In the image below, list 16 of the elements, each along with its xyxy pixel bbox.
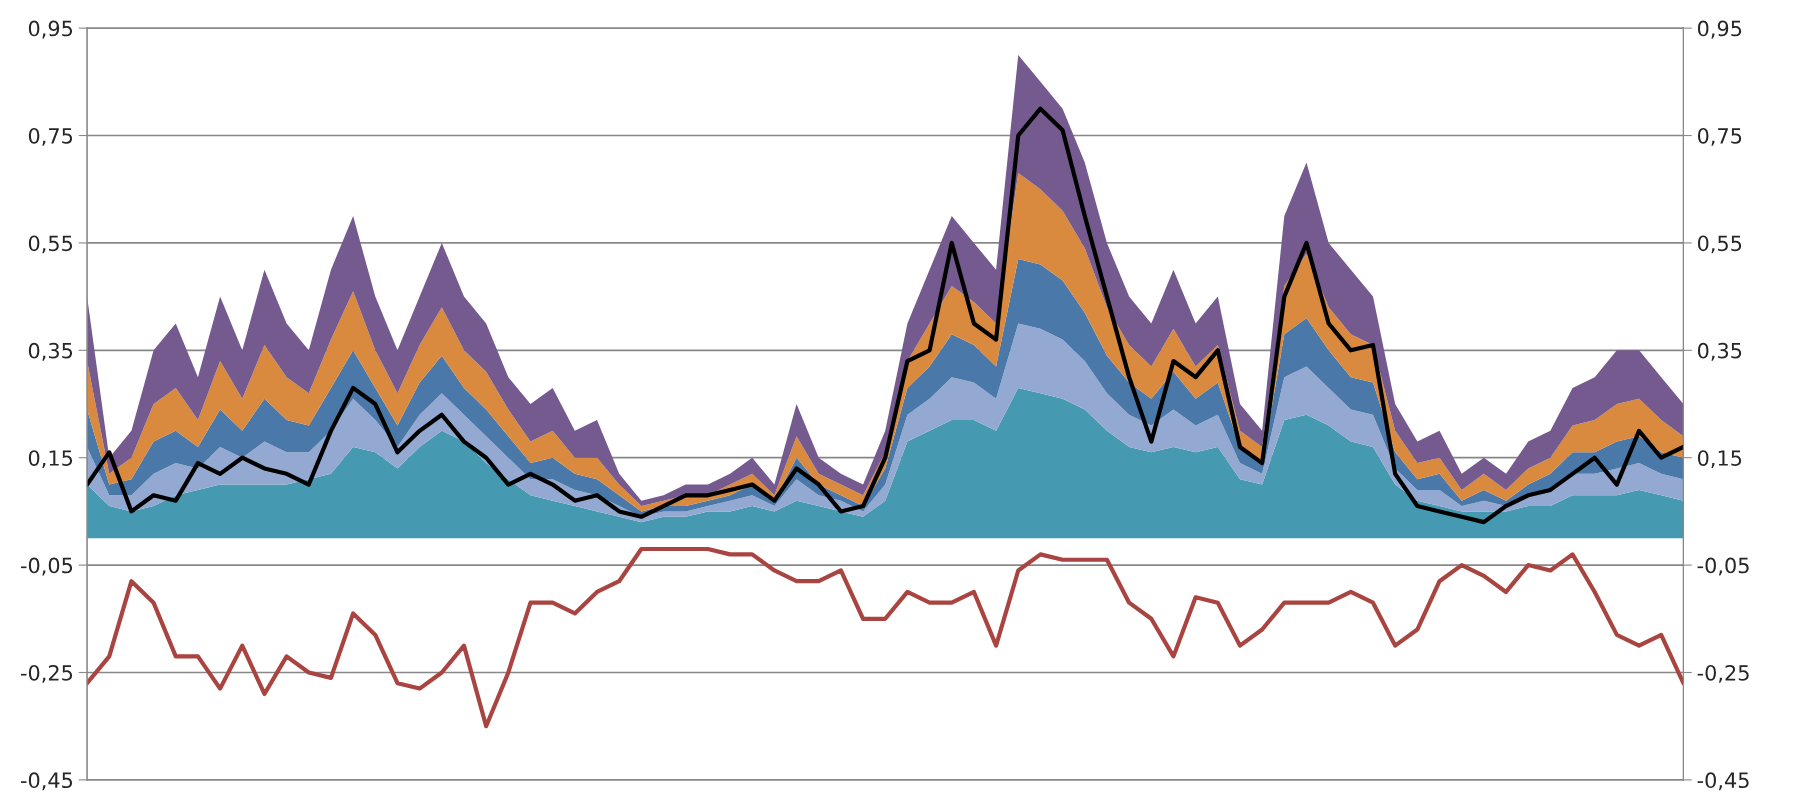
y-tick-label: -0,45 bbox=[20, 772, 73, 791]
y2-tick-label: -0,25 bbox=[1697, 664, 1749, 683]
y-tick-label: -0,25 bbox=[20, 664, 73, 683]
y-tick-label: -0,05 bbox=[20, 557, 73, 576]
y2-tick-label: 0,55 bbox=[1697, 235, 1742, 254]
y-tick-label: 0,75 bbox=[28, 127, 73, 146]
y-tick-label: 0,35 bbox=[28, 342, 73, 361]
y2-tick-label: -0,45 bbox=[1697, 772, 1749, 791]
y-tick-label: 0,15 bbox=[28, 450, 73, 469]
y2-tick-label: 0,75 bbox=[1697, 127, 1742, 146]
y2-tick-label: -0,05 bbox=[1697, 557, 1749, 576]
y-tick-label: 0,95 bbox=[28, 20, 73, 39]
y2-tick-label: 0,95 bbox=[1697, 20, 1742, 39]
y2-tick-label: 0,35 bbox=[1697, 342, 1742, 361]
y2-tick-label: 0,15 bbox=[1697, 450, 1742, 469]
y-tick-label: 0,55 bbox=[28, 235, 73, 254]
